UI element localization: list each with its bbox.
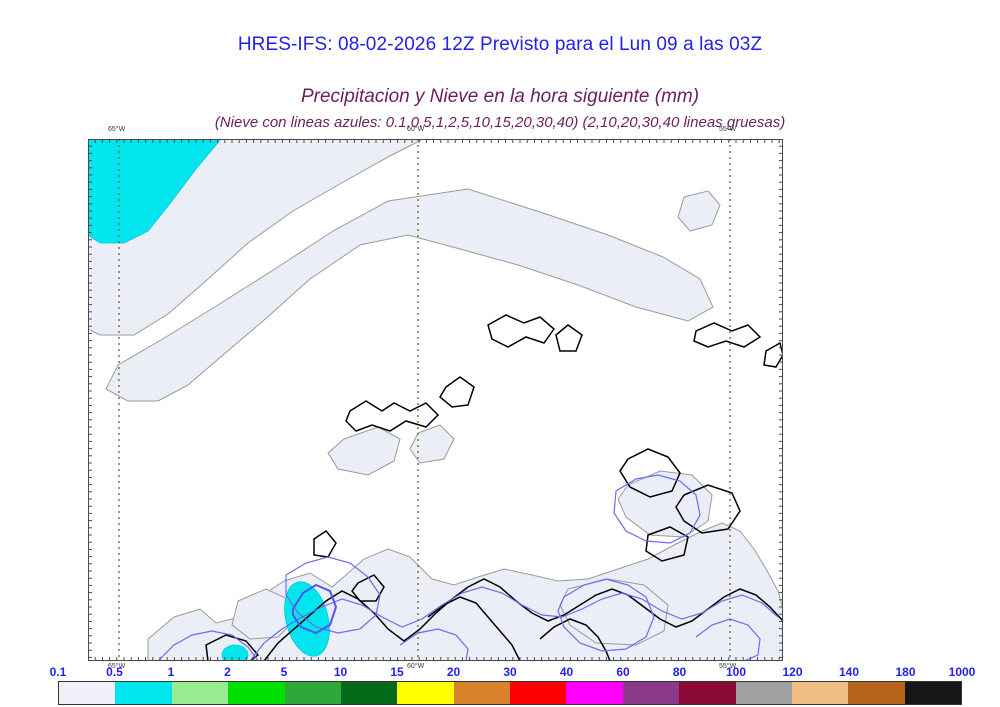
chart-subtitle-legend-note: (Nieve con lineas azules: 0.1,0.5,1,2,5,…: [214, 114, 786, 131]
colorbar-tick-10: 10: [333, 665, 348, 679]
lon-label-65w-bottom: 65°W: [108, 663, 126, 670]
page-title: HRES-IFS: 08-02-2026 12Z Previsto para e…: [237, 34, 763, 55]
colorbar-swatch-0.1: [59, 682, 116, 704]
precip-fill-light-layer: [88, 139, 783, 661]
lon-label-60w-bottom: 60°W: [407, 663, 425, 670]
colorbar-swatch-140: [848, 682, 905, 704]
colorbar-tick-120: 120: [782, 665, 803, 679]
precipitation-map: [88, 139, 783, 661]
weather-map-panel: 65°W 60°W 55°W 65°W 60°W 55°W: [88, 126, 783, 670]
colorbar-tick-0.1: 0.1: [49, 665, 67, 679]
colorbar-tick-15: 15: [390, 665, 404, 679]
colorbar-tick-1: 1: [167, 665, 175, 679]
snow-contour-layer: [157, 474, 779, 661]
colorbar-swatch-30: [510, 682, 567, 704]
colorbar-tick-40: 40: [559, 665, 574, 679]
colorbar-swatch-1: [171, 682, 229, 704]
lon-label-55w-bottom: 55°W: [719, 663, 737, 670]
lon-label-55w-top: 55°W: [719, 126, 737, 133]
colorbar-tick-100: 100: [725, 665, 747, 679]
coastline-layer: [205, 314, 783, 661]
map-frame: [88, 139, 783, 661]
colorbar-swatch-10: [340, 682, 398, 704]
colorbar-swatch-15: [397, 682, 454, 704]
colorbar-tick-80: 80: [672, 665, 687, 679]
colorbar-tick-140: 140: [838, 665, 860, 679]
colorbar-tick-5: 5: [280, 665, 288, 679]
colorbar-swatch-2: [228, 682, 285, 704]
colorbar-tick-2: 2: [224, 665, 231, 679]
colorbar-tick-30: 30: [503, 665, 517, 679]
colorbar-swatch-120: [791, 682, 849, 704]
lon-label-60w-top: 60°W: [407, 126, 425, 133]
colorbar-swatch-20: [453, 682, 510, 704]
colorbar-tick-0.5: 0.5: [106, 665, 123, 679]
colorbar-swatch-100: [735, 682, 792, 704]
colorbar-swatch-80: [679, 682, 736, 704]
colorbar-tick-20: 20: [446, 665, 461, 679]
precipitation-colorbar: [58, 681, 962, 705]
colorbar-tick-180: 180: [895, 665, 916, 679]
precip-fill-cyan-layer: [88, 139, 330, 661]
colorbar-swatch-5: [284, 682, 341, 704]
colorbar-tick-1000: 1000: [948, 665, 976, 679]
lon-label-65w-top: 65°W: [108, 126, 126, 133]
snow-contour-thick-layer: [292, 583, 338, 635]
colorbar-swatch-0.5: [115, 682, 172, 704]
chart-subtitle-primary: Precipitacion y Nieve en la hora siguien…: [300, 86, 700, 107]
colorbar-swatch-40: [566, 682, 623, 704]
colorbar-tick-60: 60: [616, 665, 630, 679]
colorbar-tick-labels: 0.1 0.5 1 2 5 10 15 20 30 40 60 80 100 120 140 180 1000: [0, 665, 1000, 680]
colorbar-swatch-180: [904, 682, 961, 704]
colorbar-swatch-60: [622, 682, 680, 704]
